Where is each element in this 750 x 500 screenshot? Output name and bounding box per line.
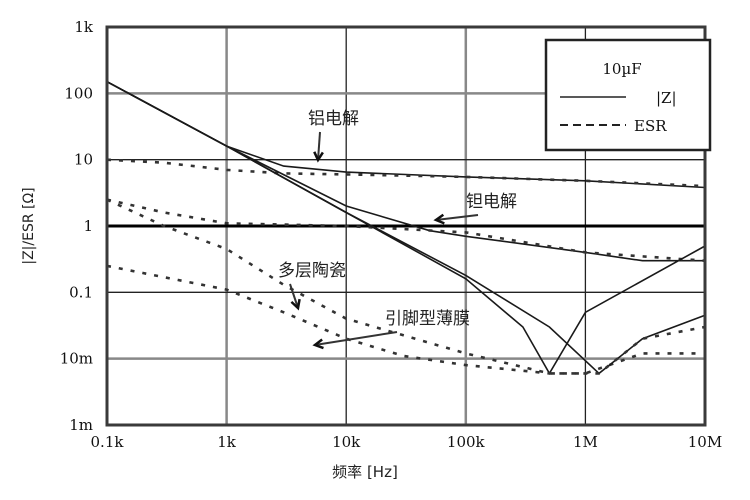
y-tick-label: 1 — [83, 217, 93, 235]
y-tick-label: 1k — [74, 18, 94, 36]
arrowhead-icon — [312, 338, 324, 350]
y-tick-labels: 1k 100 10 1 0.1 10m 1m — [60, 18, 94, 434]
annotation-arrow — [435, 214, 479, 221]
annotation-arrow — [289, 283, 299, 309]
annotation-label: 钽电解 — [466, 192, 517, 212]
legend: 10µF |Z| ESR — [544, 38, 712, 152]
annotation-label: 铝电解 — [308, 109, 359, 129]
legend-box — [544, 38, 712, 152]
legend-solid-label: |Z| — [656, 89, 677, 107]
arrowhead-icon — [313, 151, 324, 163]
y-tick-label: 0.1 — [69, 283, 93, 301]
plot-frame — [105, 25, 707, 427]
legend-dashed-label: ESR — [634, 117, 667, 135]
y-tick-label: 10 — [74, 151, 93, 169]
x-tick-label: 1M — [573, 433, 598, 451]
x-tick-label: 10M — [688, 433, 722, 451]
x-tick-label: 0.1k — [91, 433, 125, 451]
x-tick-label: 1k — [217, 433, 237, 451]
y-tick-label: 100 — [64, 84, 93, 102]
y-tick-label: 1m — [69, 416, 93, 434]
annotation-label: 引脚型薄膜 — [385, 309, 470, 329]
series-line — [106, 158, 706, 188]
annotation-arrow — [317, 131, 321, 161]
y-tick-label: 10m — [60, 350, 93, 368]
legend-title: 10µF — [602, 60, 641, 78]
x-tick-label: 10k — [332, 433, 361, 451]
series-line — [106, 80, 705, 262]
x-tick-labels: 0.1k 1k 10k 100k 1M 10M — [91, 433, 723, 451]
x-tick-label: 100k — [447, 433, 486, 451]
annotation-label: 多层陶瓷 — [278, 261, 346, 281]
data-series — [106, 80, 706, 375]
arrowhead-icon — [433, 213, 445, 225]
series-line — [106, 198, 705, 375]
y-axis-label: |Z|/ESR [Ω] — [21, 187, 37, 264]
x-axis-label: 频率 [Hz] — [332, 463, 398, 481]
arrowhead-icon — [290, 298, 301, 311]
annotation-arrow — [314, 331, 398, 346]
series-line — [106, 198, 706, 262]
